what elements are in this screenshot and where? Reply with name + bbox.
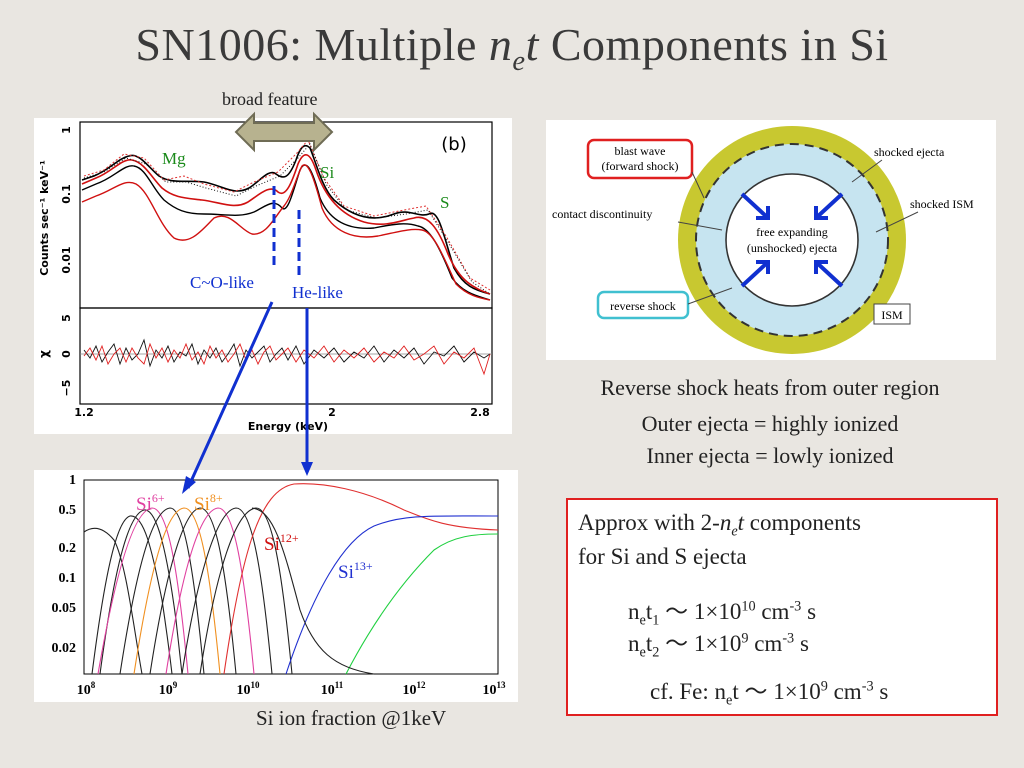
label-s: S (440, 193, 449, 212)
label-si13: Si13+ (338, 559, 373, 583)
blast-wave-box (586, 138, 694, 180)
spec-xtick-3: 2.8 (470, 406, 490, 419)
ion-ytick-02: 0.2 (59, 541, 77, 556)
ion-ytick-1: 1 (69, 473, 76, 488)
ion-xtick-8: 108 (77, 680, 96, 698)
contact-discontinuity-line (695, 143, 889, 337)
label-si: Si (320, 163, 334, 182)
spec-ytick-01: 0.1 (60, 184, 73, 204)
box-line2: for Si and S ejecta (578, 544, 747, 569)
label-he-like: He-like (292, 283, 343, 302)
box-line1: Approx with 2-net components (578, 510, 861, 540)
spectrum-figure: 1 0.1 0.01 Counts sec⁻¹ keV⁻¹ 5 0 −5 χ 1… (37, 121, 493, 433)
box-eq3: cf. Fe: net ～ 1×109 cm-3 s (650, 678, 889, 709)
resid-tick-5: 5 (60, 314, 73, 322)
ion-xtick-10: 1010 (237, 680, 261, 698)
ion-xtick-11: 1011 (321, 680, 344, 698)
spectrum-model-red-1 (81, 154, 491, 295)
label-co-like: C~O-like (190, 273, 254, 292)
caption-reverse: Reverse shock heats from outer region (600, 375, 940, 400)
label-blast-wave-1: blast wave (615, 144, 666, 158)
label-blast-wave-2: (forward shock) (602, 159, 679, 173)
spectrum-model-black-2 (81, 164, 491, 301)
label-reverse-shock: reverse shock (610, 299, 676, 313)
spec-x-axis-label: Energy (keV) (248, 420, 328, 433)
label-mg: Mg (162, 149, 186, 168)
spec-ytick-1: 1 (60, 126, 73, 134)
reverse-shock-arrows (740, 192, 844, 288)
box-eq2: net2 ～ 1×109 cm-3 s (628, 630, 809, 661)
spectrum-model-black-1 (81, 144, 491, 295)
spec-xtick-2: 2 (328, 406, 336, 419)
reverse-shock-box (596, 290, 690, 320)
ion-fraction-caption: Si ion fraction @1keV (256, 706, 447, 730)
ion-fraction-figure: 1 0.5 0.2 0.1 0.05 0.02 108 109 1010 101… (52, 473, 507, 698)
schematic-captions: Reverse shock heats from outer region Ou… (540, 372, 1000, 472)
ion-xtick-9: 109 (159, 680, 178, 698)
broad-feature-arrow (234, 111, 334, 153)
resid-tick-0: 0 (60, 350, 73, 358)
label-shocked-ism: shocked ISM (910, 197, 974, 211)
caption-inner: Inner ejecta = lowly ionized (646, 443, 894, 468)
remnant-schematic: free expanding (unshocked) ejecta blast … (552, 126, 974, 354)
ism-box (873, 303, 911, 325)
caption-outer: Outer ejecta = highly ionized (641, 411, 899, 436)
spectrum-model-red-2 (81, 164, 491, 301)
spectrum-panel: 1 0.1 0.01 Counts sec⁻¹ keV⁻¹ 5 0 −5 χ 1… (34, 118, 512, 434)
label-si8: Si8+ (194, 491, 223, 515)
label-free-2: (unshocked) ejecta (747, 241, 838, 255)
ion-ytick-005: 0.05 (52, 601, 77, 616)
label-free-1: free expanding (756, 225, 828, 239)
box-eq1: net1 ～ 1×1010 cm-3 s (628, 598, 817, 629)
spectrum-data-black (83, 143, 491, 295)
broad-feature-label: broad feature (222, 89, 318, 109)
page-title: SN1006: Multiple net Components in Si (135, 19, 889, 78)
spec-ytick-001: 0.01 (60, 246, 73, 273)
resid-tick-m5: −5 (60, 380, 73, 397)
approx-box: Approx with 2-net components for Si and … (566, 498, 998, 716)
spec-xtick-1: 1.2 (74, 406, 94, 419)
label-ism: ISM (881, 308, 903, 322)
unshocked-ejecta (725, 173, 859, 307)
label-contact: contact discontinuity (552, 207, 652, 221)
schematic-panel: free expanding (unshocked) ejecta blast … (546, 120, 996, 360)
label-si12: Si12+ (264, 531, 299, 555)
ion-ytick-01: 0.1 (59, 571, 77, 586)
spec-y-axis-label: Counts sec⁻¹ keV⁻¹ (38, 160, 51, 276)
ion-fraction-panel: 1 0.5 0.2 0.1 0.05 0.02 108 109 1010 101… (34, 470, 518, 702)
ion-ytick-05: 0.5 (59, 503, 77, 518)
label-shocked-ejecta: shocked ejecta (874, 145, 945, 159)
ion-xtick-12: 1012 (403, 680, 427, 698)
he-like-bg (288, 278, 360, 304)
ion-ytick-002: 0.02 (52, 641, 77, 656)
co-like-bg (186, 268, 276, 294)
spectrum-panel-tag: (b) (441, 134, 466, 155)
ion-curves (83, 483, 499, 675)
resid-label: χ (37, 350, 51, 358)
ion-xtick-13: 1013 (483, 680, 507, 698)
label-si6: Si6+ (136, 491, 165, 515)
